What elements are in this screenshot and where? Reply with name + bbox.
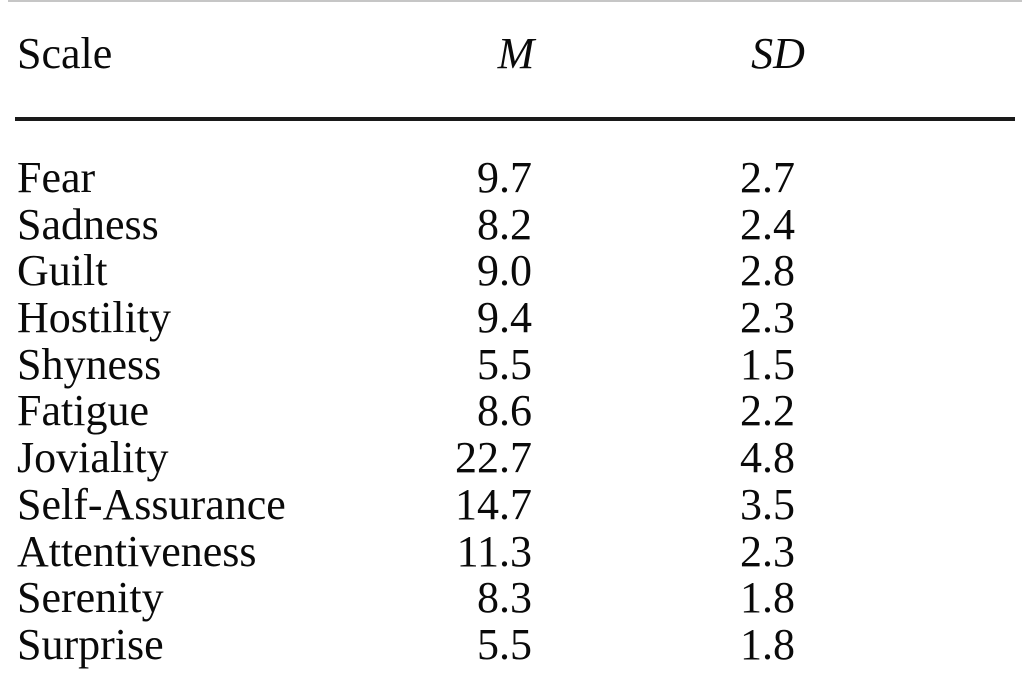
cell-mean-value: 8.6 xyxy=(477,386,532,436)
row-label-scale: Surprise xyxy=(17,619,164,669)
row-label-scale: Self-Assurance xyxy=(17,479,286,529)
cell-sd-value: 2.8 xyxy=(740,246,795,296)
cell-sd-value: 4.8 xyxy=(740,433,795,483)
table-row: Hostility 9.4 2.3 xyxy=(0,293,1022,343)
cell-sd-value: 1.8 xyxy=(740,573,795,623)
table-row: Fatigue 8.6 2.2 xyxy=(0,388,1022,435)
cell-sd-value: 2.2 xyxy=(740,386,795,436)
cell-sd-value: 1.8 xyxy=(740,619,795,669)
cell-sd-value: 2.4 xyxy=(740,199,795,249)
row-label-scale: Shyness xyxy=(17,339,162,389)
row-label-scale: Sadness xyxy=(17,199,159,249)
cell-sd-value: 1.5 xyxy=(740,339,795,389)
row-label-scale: Serenity xyxy=(17,573,164,623)
row-label-scale: Joviality xyxy=(17,433,169,483)
cell-mean-value: 9.0 xyxy=(477,246,532,296)
cell-mean-value: 9.4 xyxy=(477,293,532,343)
cell-mean-value: 11.3 xyxy=(456,526,532,576)
table-row: Self-Assurance 14.7 3.5 xyxy=(0,479,1022,529)
table-row: Fear 9.7 2.7 xyxy=(0,153,1022,202)
table-body: Fear 9.7 2.7 Sadness 8.2 2.4 Guilt 9.0 2.8 Hostil… xyxy=(0,153,1022,669)
table-row: Joviality 22.7 4.8 xyxy=(0,433,1022,483)
row-label-scale: Fatigue xyxy=(17,386,149,436)
cell-mean-value: 9.7 xyxy=(477,153,532,202)
row-label-scale: Hostility xyxy=(17,293,172,343)
row-label-scale: Fear xyxy=(17,153,96,202)
cell-sd-value: 3.5 xyxy=(740,479,795,529)
table-row: Attentiveness 11.3 2.3 xyxy=(0,526,1022,576)
column-header-scale: Scale xyxy=(17,29,113,78)
table-row: Sadness 8.2 2.4 xyxy=(0,199,1022,249)
cell-mean-value: 5.5 xyxy=(477,339,532,389)
cell-mean-value: 8.2 xyxy=(477,199,532,249)
row-label-scale: Attentiveness xyxy=(17,526,257,576)
table-row: Shyness 5.5 1.5 xyxy=(0,339,1022,389)
row-label-scale: Guilt xyxy=(17,246,108,296)
table-top-rule xyxy=(8,0,1022,2)
header-divider-rule xyxy=(15,117,1015,121)
cell-mean-value: 22.7 xyxy=(455,433,532,483)
cell-mean-value: 5.5 xyxy=(477,619,532,669)
cell-sd-value: 2.3 xyxy=(740,293,795,343)
table-row: Surprise 5.5 1.8 xyxy=(0,619,1022,669)
table-row: Serenity 8.3 1.8 xyxy=(0,573,1022,623)
cell-sd-value: 2.7 xyxy=(740,153,795,202)
cell-mean-value: 8.3 xyxy=(477,573,532,623)
cell-mean-value: 14.7 xyxy=(455,479,532,529)
cell-sd-value: 2.3 xyxy=(740,526,795,576)
column-header-sd: SD xyxy=(751,29,805,78)
table-row: Guilt 9.0 2.8 xyxy=(0,248,1022,295)
column-header-mean: M xyxy=(497,29,535,78)
